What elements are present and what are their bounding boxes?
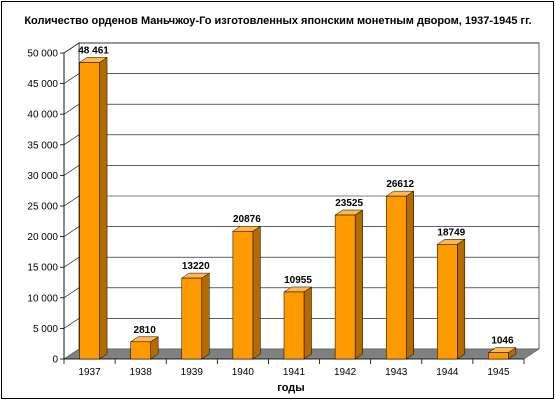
y-tick-label: 30 000 [27,171,58,182]
y-tick-label: 10 000 [27,293,58,304]
bar-side [99,56,108,360]
y-tick-label: 15 000 [27,263,58,274]
gridline-side [63,42,80,54]
bar-side [405,190,414,360]
bar [437,244,458,360]
bar [79,62,100,360]
bar [232,230,254,360]
x-tick-label: 1937 [78,367,101,378]
gridline-side [63,73,80,84]
y-tick-label: 5 000 [33,324,58,335]
y-tick-label: 25 000 [27,202,58,213]
bar [334,214,356,360]
y-tick-label: 0 [52,355,58,366]
bar-side [252,225,261,360]
gridline-side [63,195,80,207]
data-label: 20876 [233,214,261,225]
x-tick-label: 1938 [130,367,153,378]
data-label: 10955 [284,275,312,286]
x-axis-label: годы [277,382,304,394]
gridline-side [63,134,80,146]
x-tick-label: 1942 [334,367,357,378]
gridline-side [63,287,80,299]
bar-side [303,286,312,360]
bar [385,195,407,360]
bar-side [354,209,363,360]
data-label: 26612 [386,179,414,190]
y-tick-label: 50 000 [27,49,58,60]
bar [283,291,305,360]
data-label: 2810 [134,325,157,336]
bar [181,277,203,360]
x-tick-label: 1945 [487,367,510,378]
x-tick-label: 1939 [181,367,204,378]
gridline-side [63,256,80,268]
bar-side [201,272,210,360]
data-label: 18749 [437,227,465,238]
bar-side [457,238,466,360]
y-tick-label: 40 000 [27,110,58,121]
data-label: 1046 [491,336,514,347]
y-tick-label: 35 000 [27,140,58,151]
plot-area: 0 5 000 10 000 15 000 20 000 25 000 30 000 35 0… [27,42,540,378]
data-label: 23525 [335,198,363,209]
gridline-side [63,165,80,176]
chart-title: Количество орденов Маньчжоу-Го изготовле… [24,15,531,27]
x-tick-label: 1943 [385,367,408,378]
x-tick-label: 1940 [232,367,255,378]
bar [488,352,509,360]
x-tick-label: 1944 [436,367,459,378]
gridline-side [63,226,80,237]
gridline-side [63,103,80,115]
bar [130,341,151,360]
gridline-side [63,318,80,329]
data-label: 13220 [182,261,210,272]
y-tick-label: 45 000 [27,79,58,90]
x-tick-label: 1941 [283,367,306,378]
data-label: 48 461 [78,45,109,56]
y-tick-label: 20 000 [27,232,58,243]
